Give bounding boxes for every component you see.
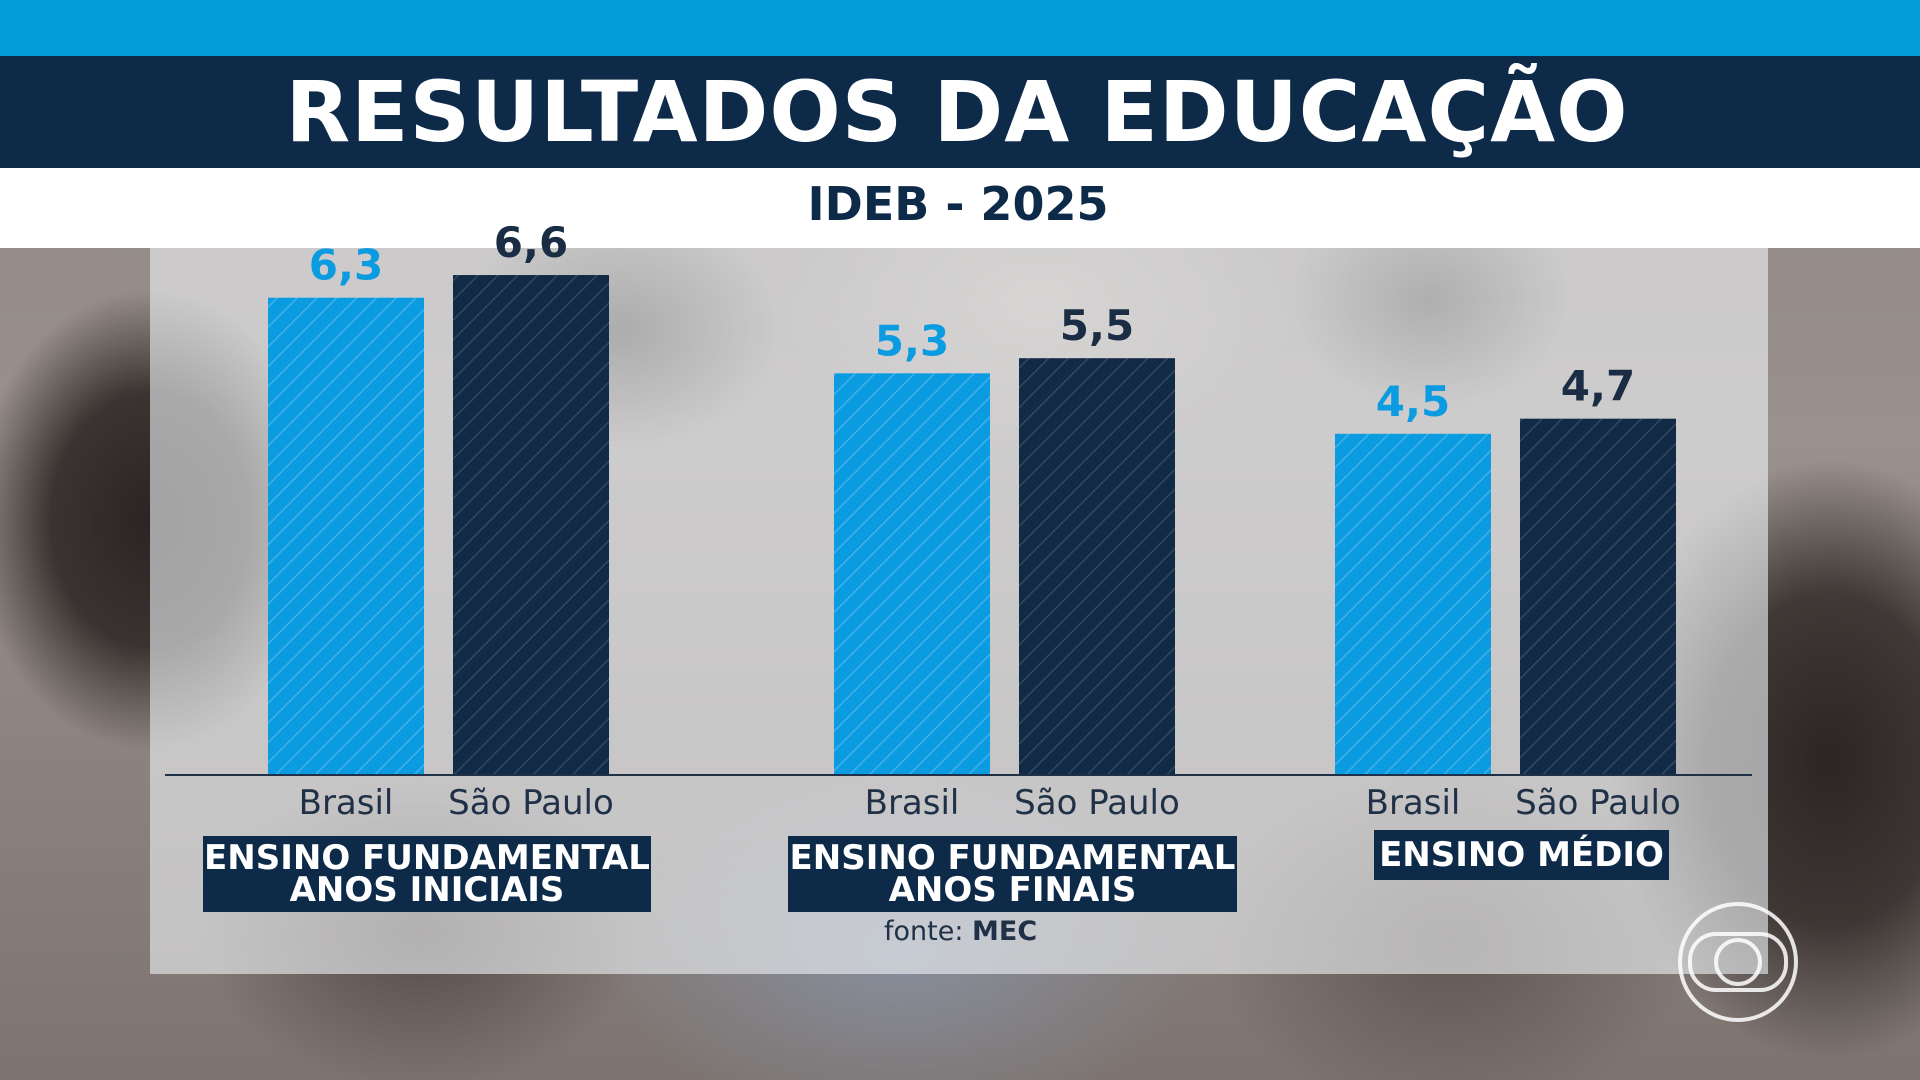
group-label-ensino-medio: ENSINO MÉDIO [1374, 830, 1669, 880]
top-accent-bar [0, 0, 1920, 56]
group-label-anos-finais: ENSINO FUNDAMENTAL ANOS FINAIS [788, 836, 1237, 912]
value-label-brasil-2: 5,3 [875, 316, 949, 365]
category-label-sao-paulo-1: São Paulo [448, 783, 614, 823]
group-label-anos-iniciais: ENSINO FUNDAMENTAL ANOS INICIAIS [203, 836, 651, 912]
category-label-sao-paulo-3: São Paulo [1515, 783, 1681, 823]
group-label-line: ANOS FINAIS [888, 870, 1137, 910]
bar-hatch-texture [1520, 418, 1676, 774]
value-label-brasil-1: 6,3 [309, 241, 383, 290]
category-label-sao-paulo-2: São Paulo [1014, 783, 1180, 823]
bar-hatch-texture [1019, 358, 1175, 774]
subtitle-bar: IDEB - 2025 [0, 168, 1920, 248]
bar-hatch-texture [268, 297, 424, 774]
bar-hatch-texture [1335, 433, 1491, 774]
group-label-line: ENSINO MÉDIO [1379, 835, 1664, 875]
value-label-sao-paulo-1: 6,6 [494, 218, 568, 267]
title-bar: RESULTADOS DA EDUCAÇÃO [0, 56, 1920, 168]
source-prefix: fonte: [884, 916, 964, 947]
group-label-line: ENSINO FUNDAMENTAL [789, 838, 1236, 878]
source-name: MEC [972, 916, 1038, 947]
group-label-line: ENSINO FUNDAMENTAL [204, 838, 650, 878]
value-label-brasil-3: 4,5 [1376, 377, 1450, 426]
source-note: fonte: MEC [884, 916, 1037, 947]
page-title: RESULTADOS DA EDUCAÇÃO [285, 63, 1629, 161]
category-label-brasil-2: Brasil [865, 783, 960, 823]
value-label-sao-paulo-3: 4,7 [1561, 362, 1635, 411]
value-label-sao-paulo-2: 5,5 [1060, 301, 1134, 350]
group-label-line: ANOS INICIAIS [289, 870, 565, 910]
bar-hatch-texture [834, 373, 990, 774]
bar-hatch-texture [453, 275, 609, 774]
globo-logo-icon [1678, 902, 1798, 1022]
category-label-brasil-1: Brasil [299, 783, 394, 823]
page-subtitle: IDEB - 2025 [807, 177, 1109, 231]
category-label-brasil-3: Brasil [1366, 783, 1461, 823]
